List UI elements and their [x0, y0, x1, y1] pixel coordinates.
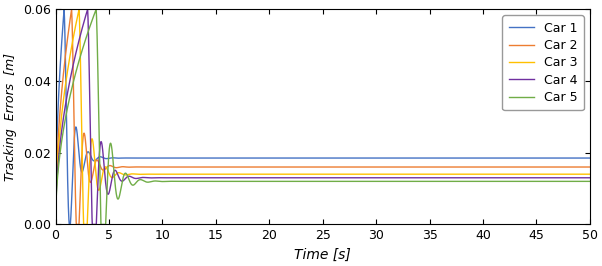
Car 3 [75, 8, 82, 11]
Car 1 [61, 8, 68, 11]
Car 4 [586, 176, 594, 179]
Car 5 [54, 171, 61, 174]
Car 5 [84, 32, 91, 35]
Car 3 [313, 173, 320, 176]
Car 5 [93, 8, 100, 11]
Car 1 [52, 223, 59, 226]
Car 4 [157, 176, 164, 179]
Car 5 [586, 180, 594, 183]
Car 2 [558, 165, 565, 169]
Car 1 [157, 156, 164, 160]
Car 5 [313, 180, 320, 183]
Car 4 [84, 8, 91, 11]
Car 2 [54, 139, 61, 143]
Car 1 [84, 150, 91, 153]
Car 3 [52, 223, 59, 226]
Legend: Car 1, Car 2, Car 3, Car 4, Car 5: Car 1, Car 2, Car 3, Car 4, Car 5 [503, 15, 583, 110]
Car 3 [586, 173, 594, 176]
Car 4 [52, 223, 59, 226]
Car 5 [52, 223, 59, 226]
Car 5 [74, 64, 81, 67]
Car 5 [558, 180, 565, 183]
Car 3 [84, 214, 91, 217]
Car 1 [54, 109, 61, 112]
Line: Car 5: Car 5 [55, 9, 590, 225]
Car 1 [586, 156, 594, 160]
Line: Car 1: Car 1 [55, 9, 590, 225]
Car 3 [54, 154, 61, 157]
Car 4 [74, 44, 81, 47]
Car 1 [74, 138, 81, 141]
Car 2 [586, 165, 594, 169]
Car 2 [68, 8, 75, 11]
Y-axis label: Tracking  Errors  [m]: Tracking Errors [m] [4, 53, 17, 181]
Car 2 [84, 164, 91, 167]
Car 4 [558, 176, 565, 179]
Car 3 [558, 173, 565, 176]
Line: Car 2: Car 2 [55, 9, 590, 225]
Car 2 [52, 223, 59, 226]
Car 4 [84, 8, 92, 11]
Car 5 [157, 180, 164, 183]
Car 4 [54, 164, 61, 167]
Car 4 [313, 176, 320, 179]
Car 2 [74, 223, 81, 226]
Car 1 [313, 156, 320, 160]
Car 2 [313, 165, 320, 169]
X-axis label: Time [s]: Time [s] [294, 248, 351, 262]
Car 3 [157, 173, 164, 176]
Car 3 [74, 14, 81, 17]
Line: Car 4: Car 4 [55, 9, 590, 225]
Line: Car 3: Car 3 [55, 9, 590, 225]
Car 2 [157, 165, 164, 169]
Car 1 [558, 156, 565, 160]
